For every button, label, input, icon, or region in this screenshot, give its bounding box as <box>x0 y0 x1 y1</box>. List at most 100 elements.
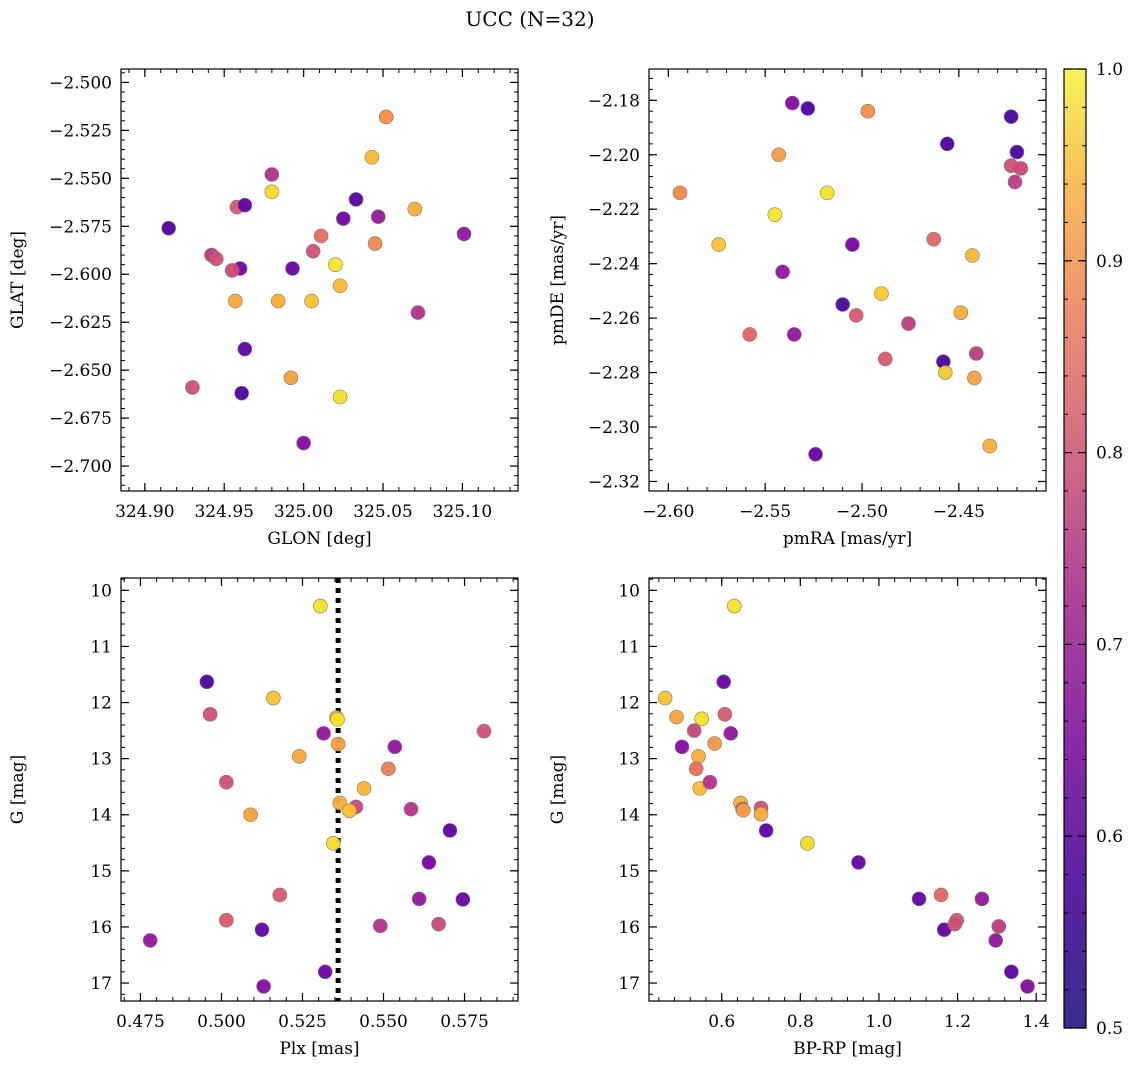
x-tick-label: 0.550 <box>359 1012 408 1032</box>
data-point <box>953 305 969 320</box>
y-tick-label: −2.22 <box>588 200 640 220</box>
data-point <box>264 167 280 182</box>
data-point <box>901 316 916 331</box>
data-point <box>723 726 739 741</box>
data-point <box>939 136 955 152</box>
plot-frame <box>120 577 519 1002</box>
data-point <box>702 774 718 790</box>
y-tick-label: 13 <box>90 750 112 770</box>
data-point <box>933 887 949 903</box>
data-point <box>694 711 709 727</box>
data-point <box>142 933 158 948</box>
y-tick-label: −2.650 <box>49 361 112 381</box>
data-point <box>1009 144 1025 160</box>
x-tick-label: 325.10 <box>433 502 492 522</box>
x-axis-label: BP-RP [mag] <box>793 1039 902 1059</box>
y-tick-label: 14 <box>618 806 640 826</box>
y-tick-label: 16 <box>90 918 112 938</box>
data-point <box>835 297 850 312</box>
plot-frame <box>648 577 1047 1002</box>
data-point <box>219 912 234 928</box>
data-point <box>243 807 258 823</box>
data-point <box>283 370 299 386</box>
data-point <box>336 211 351 226</box>
data-point <box>476 723 492 739</box>
data-point <box>224 263 240 278</box>
data-point <box>264 184 280 200</box>
data-point <box>845 237 860 252</box>
data-point <box>304 293 319 309</box>
panel-plx-g: 0.475 0.500 0.525 0.550 0.575 10 11 12 13 14 15 16 1… <box>8 577 519 1059</box>
data-point <box>786 327 802 342</box>
y-tick-label: −2.525 <box>49 121 112 141</box>
data-point <box>316 726 331 741</box>
data-point <box>965 248 980 263</box>
data-point <box>851 855 866 870</box>
data-point <box>669 709 684 725</box>
x-tick-label: −2.55 <box>739 502 791 522</box>
data-point <box>758 823 774 838</box>
plot-frame <box>648 68 1047 492</box>
x-tick-label: 325.00 <box>274 502 333 522</box>
x-tick-label: 0.475 <box>116 1012 165 1032</box>
data-point <box>716 674 731 690</box>
data-point <box>199 674 215 690</box>
data-point <box>317 964 333 980</box>
y-tick-label: −2.24 <box>588 255 640 275</box>
data-point <box>407 201 423 217</box>
x-tick-label: 324.90 <box>115 502 174 522</box>
data-point <box>208 251 224 267</box>
data-point <box>456 226 472 242</box>
x-tick-label: 0.8 <box>787 1012 814 1032</box>
y-tick-label: −2.30 <box>588 418 640 438</box>
colorbar-tick-label: 0.9 <box>1096 252 1123 272</box>
y-tick-label: −2.28 <box>588 364 640 384</box>
data-point <box>967 370 982 386</box>
data-point <box>237 341 253 357</box>
x-axis-label: pmRA [mas/yr] <box>783 529 912 549</box>
y-tick-label: 15 <box>618 862 640 882</box>
data-point <box>431 916 446 932</box>
y-axis-label: G [mag] <box>548 755 568 824</box>
y-tick-label: −2.26 <box>588 309 640 329</box>
y-tick-label: 17 <box>618 974 640 994</box>
data-point <box>848 308 864 323</box>
data-point <box>968 346 984 361</box>
data-point <box>332 389 348 405</box>
colorbar: 0.5 0.6 0.7 0.8 0.9 1.0 <box>1063 60 1123 1039</box>
x-tick-label: 325.05 <box>353 502 412 522</box>
data-point <box>325 836 341 851</box>
data-point <box>270 293 286 309</box>
data-point <box>254 922 270 938</box>
colorbar-gradient <box>1063 68 1087 1029</box>
data-point <box>1007 174 1023 190</box>
y-axis-label: pmDE [mas/yr] <box>548 215 568 345</box>
x-tick-label: −2.45 <box>933 502 985 522</box>
x-tick-label: 0.525 <box>278 1012 327 1032</box>
y-tick-label: 17 <box>90 974 112 994</box>
y-tick-label: 12 <box>618 694 640 714</box>
y-tick-label: −2.700 <box>49 457 112 477</box>
y-tick-label: 10 <box>618 581 640 601</box>
data-point <box>348 192 364 207</box>
data-point <box>305 243 321 259</box>
data-point <box>974 891 990 907</box>
data-point <box>800 836 815 851</box>
y-tick-label: −2.600 <box>49 265 112 285</box>
data-point <box>291 749 307 764</box>
y-tick-label: −2.550 <box>49 169 112 189</box>
data-point <box>1004 964 1019 980</box>
data-point <box>947 916 963 932</box>
data-point <box>911 891 927 907</box>
data-point <box>860 103 876 119</box>
data-point <box>332 278 348 294</box>
data-point <box>674 739 690 755</box>
x-tick-label: 1.0 <box>865 1012 892 1032</box>
data-point <box>726 598 742 614</box>
data-point <box>442 823 458 838</box>
data-point <box>1013 161 1029 176</box>
data-point <box>717 707 733 722</box>
data-point <box>988 933 1003 948</box>
data-point <box>342 803 357 819</box>
y-tick-label: −2.575 <box>49 217 112 237</box>
